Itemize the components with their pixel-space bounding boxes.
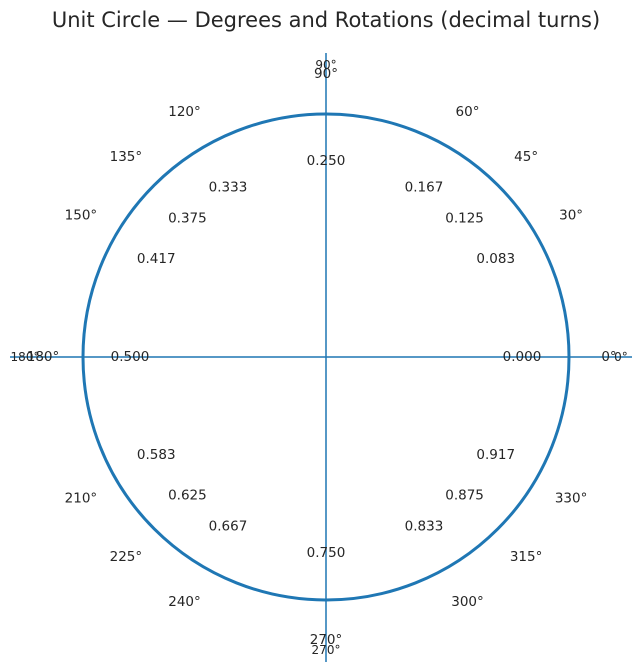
turn-label-135: 0.375 xyxy=(168,210,207,226)
axis-label-right: 0° xyxy=(614,350,628,364)
turn-label-240: 0.667 xyxy=(209,519,248,535)
turn-label-210: 0.583 xyxy=(137,447,176,463)
unit-circle xyxy=(81,112,571,602)
degree-labels: 0° 30° 45° 60° 90° 120° 135° 150° 180° 210° 225° 24… xyxy=(27,66,617,648)
turn-label-90: 0.250 xyxy=(307,153,346,169)
degree-label-270: 270° xyxy=(310,632,343,648)
turn-label-180: 0.500 xyxy=(111,349,150,365)
degree-label-45: 45° xyxy=(514,149,538,165)
degree-label-60: 60° xyxy=(456,104,480,120)
turn-label-330: 0.917 xyxy=(476,447,515,463)
degree-label-120: 120° xyxy=(168,104,201,120)
turn-label-45: 0.125 xyxy=(445,210,484,226)
degree-label-90: 90° xyxy=(314,66,338,82)
turn-label-60: 0.167 xyxy=(405,179,444,195)
turn-label-300: 0.833 xyxy=(405,519,444,535)
axis-end-labels: 0° 90° 180° 270° xyxy=(11,58,628,657)
degree-label-240: 240° xyxy=(168,594,201,610)
turn-label-315: 0.875 xyxy=(445,488,484,504)
degree-label-330: 330° xyxy=(555,491,588,507)
turn-label-120: 0.333 xyxy=(209,179,248,195)
degree-label-315: 315° xyxy=(510,549,543,565)
axis-label-bottom: 270° xyxy=(312,643,341,657)
degree-label-30: 30° xyxy=(559,208,583,224)
degree-label-300: 300° xyxy=(451,594,484,610)
degree-label-0: 0° xyxy=(601,349,616,365)
turn-label-0: 0.000 xyxy=(503,349,542,365)
degree-label-150: 150° xyxy=(65,208,98,224)
axis-label-left: 180° xyxy=(11,350,40,364)
chart-title: Unit Circle — Degrees and Rotations (dec… xyxy=(52,8,600,32)
turn-label-225: 0.625 xyxy=(168,488,207,504)
turn-label-270: 0.750 xyxy=(307,545,346,561)
turn-label-30: 0.083 xyxy=(476,251,515,267)
degree-label-210: 210° xyxy=(65,491,98,507)
degree-label-225: 225° xyxy=(110,549,143,565)
degree-label-180: 180° xyxy=(27,349,60,365)
degree-label-135: 135° xyxy=(110,149,143,165)
turn-label-150: 0.417 xyxy=(137,251,176,267)
axis-label-top: 90° xyxy=(315,58,336,72)
